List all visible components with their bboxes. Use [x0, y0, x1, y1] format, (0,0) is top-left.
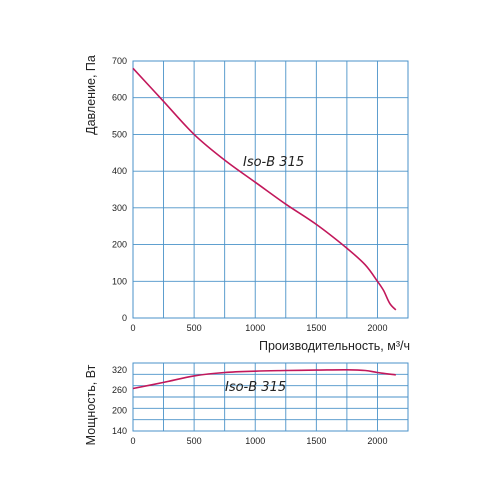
power-y-tick-label: 140 — [112, 426, 127, 436]
pressure-ticks: 0 100 200 300 400 500 600 700 0 500 1000 1500 2000 — [112, 56, 387, 333]
pressure-series — [132, 67, 397, 311]
power-x-tick-label: 500 — [187, 436, 202, 446]
power-curve-label: Iso-B 315 — [225, 380, 286, 395]
pressure-y-axis-label: Давление, Па — [84, 55, 98, 135]
power-y-tick-label: 320 — [112, 365, 127, 375]
pressure-y-tick-label: 300 — [112, 203, 127, 213]
pressure-chart: 0 100 200 300 400 500 600 700 0 500 1000 1500 2000 П… — [84, 55, 410, 353]
pressure-curve-label: Iso-B 315 — [243, 155, 304, 170]
power-grid — [132, 362, 409, 432]
power-chart: 140 200 260 320 0 500 1000 1500 2000 Мощность, В… — [84, 362, 409, 446]
pressure-y-tick-label: 700 — [112, 56, 127, 66]
pressure-x-tick-label: 2000 — [367, 323, 387, 333]
pressure-grid — [132, 60, 409, 319]
pressure-series-line — [132, 67, 397, 311]
power-y-tick-label: 200 — [112, 406, 127, 416]
power-x-tick-label: 0 — [130, 436, 135, 446]
power-y-tick-label: 260 — [112, 385, 127, 395]
power-series — [132, 368, 396, 390]
pressure-x-tick-label: 1500 — [306, 323, 326, 333]
power-x-tick-label: 2000 — [367, 436, 387, 446]
pressure-y-tick-label: 400 — [112, 166, 127, 176]
pressure-y-tick-label: 500 — [112, 129, 127, 139]
pressure-y-tick-label: 100 — [112, 276, 127, 286]
power-series-line — [132, 368, 396, 390]
power-x-tick-label: 1000 — [245, 436, 265, 446]
power-x-tick-label: 1500 — [306, 436, 326, 446]
pressure-y-tick-label: 0 — [122, 313, 127, 323]
pressure-x-tick-label: 0 — [130, 323, 135, 333]
power-plot-frame — [132, 362, 409, 432]
power-ticks: 140 200 260 320 0 500 1000 1500 2000 — [112, 365, 387, 446]
pressure-x-tick-label: 500 — [187, 323, 202, 333]
pressure-y-tick-label: 200 — [112, 240, 127, 250]
pressure-y-tick-label: 600 — [112, 93, 127, 103]
pressure-x-axis-label: Производительность, м³/ч — [259, 339, 410, 353]
pressure-x-tick-label: 1000 — [245, 323, 265, 333]
power-y-axis-label: Мощность, Вт — [84, 364, 98, 445]
pressure-plot-frame — [132, 60, 409, 319]
